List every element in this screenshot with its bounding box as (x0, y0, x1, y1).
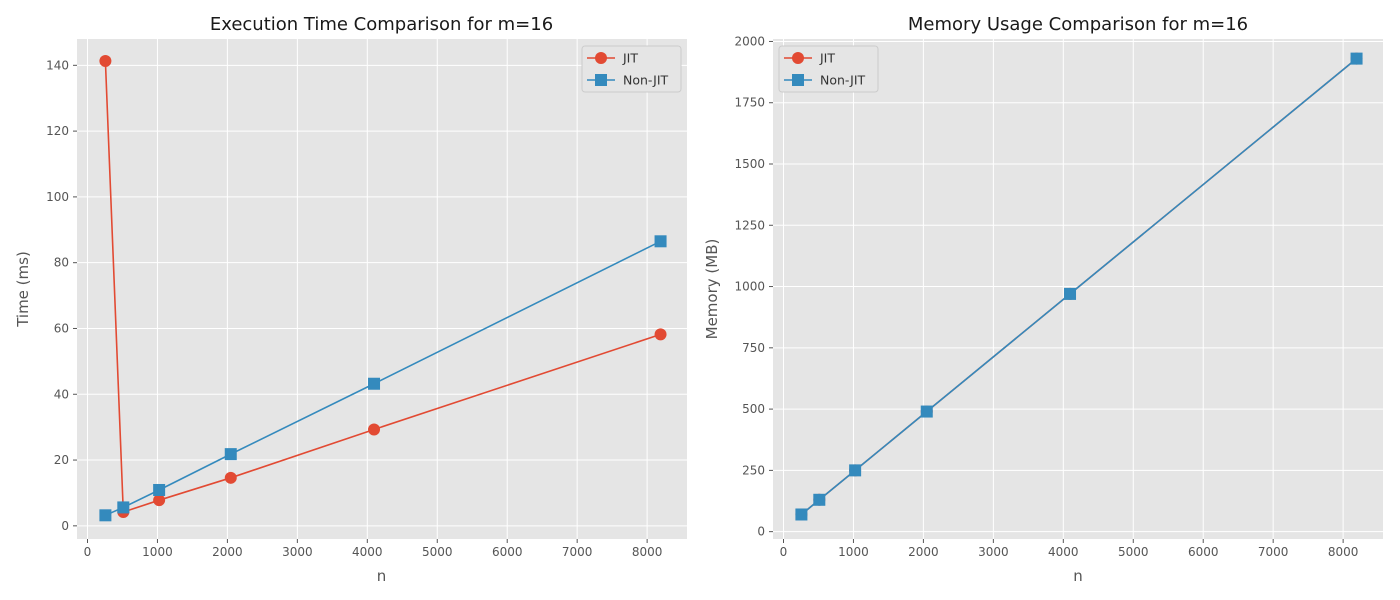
y-tick-label: 100 (46, 190, 69, 204)
x-axis-label: n (377, 567, 387, 585)
y-tick-label: 2000 (734, 34, 765, 48)
legend-entry: Non-JIT (784, 73, 866, 88)
x-tick-label: 3000 (282, 545, 313, 559)
data-point-marker (368, 377, 381, 390)
x-tick-label: 3000 (978, 545, 1009, 559)
x-tick-label: 6000 (1188, 545, 1219, 559)
y-tick-label: 40 (54, 387, 69, 401)
y-tick-label: 60 (54, 321, 69, 335)
legend-label: JIT (819, 51, 835, 66)
y-tick-label: 20 (54, 453, 69, 467)
x-tick-label: 1000 (142, 545, 173, 559)
x-tick-label: 0 (84, 545, 92, 559)
data-point-marker (153, 494, 166, 507)
y-tick-label: 0 (757, 525, 765, 539)
y-axis-label: Memory (MB) (703, 239, 721, 340)
x-axis-label: n (1073, 567, 1083, 585)
data-point-marker (654, 235, 667, 248)
x-tick-label: 4000 (352, 545, 383, 559)
y-tick-label: 1000 (734, 280, 765, 294)
data-point-marker (1064, 287, 1077, 300)
tick-labels: 0 1000 2000 3000 4000 5000 6000 7000 8000 0 250 500… (734, 34, 1358, 559)
data-point-marker (795, 508, 808, 521)
plot-area (77, 39, 687, 539)
x-tick-label: 2000 (212, 545, 243, 559)
y-tick-label: 1750 (734, 96, 765, 110)
y-tick-label: 0 (61, 519, 69, 533)
y-tick-label: 750 (742, 341, 765, 355)
data-point-marker (849, 464, 862, 477)
x-tick-label: 1000 (838, 545, 869, 559)
data-point-marker (813, 493, 826, 506)
data-point-marker (117, 501, 130, 514)
legend-entry: JIT (587, 51, 638, 66)
x-tick-label: 0 (780, 545, 788, 559)
x-tick-label: 4000 (1048, 545, 1079, 559)
data-point-marker (792, 52, 804, 64)
data-point-marker (654, 328, 667, 341)
data-point-marker (224, 471, 237, 484)
data-point-marker (224, 448, 237, 461)
data-point-marker (99, 55, 112, 68)
tick-labels: 0 1000 2000 3000 4000 5000 6000 7000 8000 0 20 40 60… (46, 58, 662, 559)
y-tick-label: 1250 (734, 218, 765, 232)
legend: JIT Non-JIT (778, 45, 879, 93)
legend-label: Non-JIT (820, 73, 866, 88)
gridlines (773, 39, 1383, 539)
y-tick-label: 140 (46, 58, 69, 72)
data-point-marker (153, 483, 166, 496)
data-point-marker (368, 423, 381, 436)
data-point-marker (595, 74, 607, 86)
legend-label: Non-JIT (623, 73, 669, 88)
data-point-marker (920, 405, 933, 418)
chart-title: Memory Usage Comparison for m=16 (908, 14, 1248, 35)
y-tick-label: 1500 (734, 157, 765, 171)
x-tick-label: 2000 (908, 545, 939, 559)
x-tick-label: 5000 (1118, 545, 1149, 559)
series-non-jit (795, 52, 1363, 521)
x-tick-label: 8000 (1328, 545, 1359, 559)
x-tick-label: 5000 (422, 545, 453, 559)
x-tick-label: 8000 (632, 545, 663, 559)
data-point-marker (792, 74, 804, 86)
data-point-marker (99, 509, 112, 522)
series-line (104, 61, 661, 514)
chart-execution-time: Execution Time Comparison for m=16 n Tim… (14, 14, 687, 585)
x-tick-label: 7000 (1258, 545, 1289, 559)
series-non-jit (99, 235, 667, 522)
chart-title: Execution Time Comparison for m=16 (210, 14, 553, 35)
y-tick-label: 80 (54, 256, 69, 270)
legend: JIT Non-JIT (581, 45, 682, 93)
legend-entry: Non-JIT (587, 73, 669, 88)
data-point-marker (1350, 52, 1363, 65)
y-tick-label: 250 (742, 463, 765, 477)
data-point-marker (595, 52, 607, 64)
chart-memory-usage: Memory Usage Comparison for m=16 n Memor… (703, 14, 1383, 585)
legend-entry: JIT (784, 51, 835, 66)
x-tick-label: 6000 (492, 545, 523, 559)
gridlines (77, 39, 687, 539)
legend-label: JIT (622, 51, 638, 66)
plot-area (773, 39, 1383, 539)
y-axis-label: Time (ms) (14, 251, 32, 328)
y-tick-label: 120 (46, 124, 69, 138)
x-tick-label: 7000 (562, 545, 593, 559)
y-tick-label: 500 (742, 402, 765, 416)
